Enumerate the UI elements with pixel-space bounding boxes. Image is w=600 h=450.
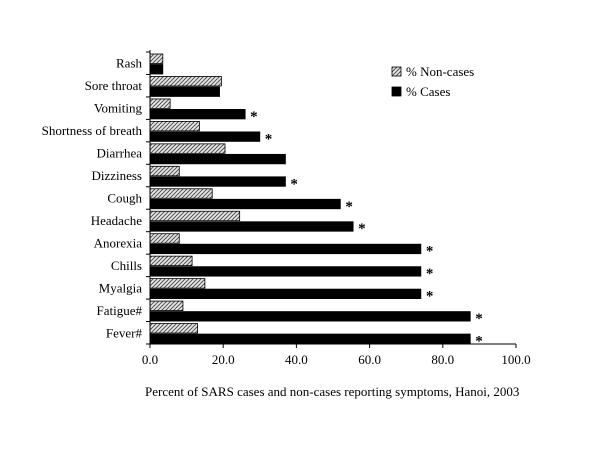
category-label-vomiting: Vomiting — [94, 101, 143, 116]
category-label-dizziness: Dizziness — [91, 168, 142, 183]
x-tick-label: 0.0 — [142, 352, 158, 367]
bar-noncases-fatigue — [149, 300, 184, 311]
bar-noncases-headache — [149, 210, 241, 222]
significance-marker-fatigue: * — [475, 311, 483, 327]
legend-label-cases: % Cases — [406, 84, 450, 99]
bar-cases-headache — [149, 221, 354, 232]
bar-noncases-diarrhea — [149, 143, 226, 154]
legend-swatch-noncases — [391, 66, 402, 77]
category-label-fatigue: Fatigue# — [97, 303, 143, 318]
significance-marker-myalgia: * — [426, 289, 434, 305]
category-label-diarrhea: Diarrhea — [97, 146, 143, 161]
significance-marker-vomiting: * — [250, 109, 258, 125]
bar-noncases-myalgia — [149, 278, 206, 289]
category-label-headache: Headache — [91, 213, 142, 228]
bar-noncases-dizziness — [149, 165, 180, 177]
bar-noncases-vomiting — [149, 98, 171, 109]
category-label-shortness-of-breath: Shortness of breath — [42, 123, 143, 138]
x-tick-label: 40.0 — [285, 352, 308, 367]
bar-noncases-chills — [149, 255, 193, 267]
x-tick-label: 80.0 — [431, 352, 454, 367]
bar-cases-dizziness — [149, 176, 286, 187]
significance-marker-chills: * — [426, 266, 434, 282]
bar-noncases-cough — [149, 188, 213, 199]
bar-cases-shortness-of-breath — [149, 131, 261, 142]
category-label-rash: Rash — [116, 56, 143, 71]
x-tick-label: 20.0 — [212, 352, 235, 367]
x-tick-label: 100.0 — [501, 352, 530, 367]
significance-marker-dizziness: * — [290, 176, 298, 192]
bar-cases-myalgia — [149, 288, 422, 300]
plot-area: Rash Sore throat Vomiting * Shortness of bre… — [42, 50, 531, 367]
bar-noncases-shortness-of-breath — [149, 120, 200, 132]
x-tick-label: 60.0 — [358, 352, 381, 367]
significance-marker-shortness-of-breath: * — [265, 131, 273, 147]
significance-marker-cough: * — [345, 199, 353, 215]
significance-marker-fever: * — [475, 334, 483, 350]
x-axis-label: Percent of SARS cases and non-cases repo… — [145, 384, 520, 399]
category-label-cough: Cough — [107, 191, 142, 206]
bar-cases-rash — [149, 64, 164, 75]
category-label-sore-throat: Sore throat — [85, 78, 143, 93]
bar-cases-fever — [149, 333, 471, 344]
category-label-anorexia: Anorexia — [94, 235, 143, 250]
legend: % Non-cases % Cases — [391, 64, 474, 99]
legend-swatch-cases — [391, 86, 402, 97]
bar-cases-fatigue — [149, 311, 471, 322]
bar-cases-anorexia — [149, 243, 422, 255]
bar-noncases-rash — [149, 53, 164, 64]
bar-cases-chills — [149, 266, 422, 277]
bar-cases-sore-throat — [149, 86, 220, 97]
category-label-fever: Fever# — [106, 325, 143, 340]
bar-cases-cough — [149, 198, 341, 210]
bar-cases-diarrhea — [149, 153, 286, 165]
bar-noncases-sore-throat — [149, 76, 222, 87]
category-label-chills: Chills — [111, 258, 142, 273]
category-label-myalgia: Myalgia — [99, 280, 143, 295]
significance-marker-anorexia: * — [426, 244, 434, 260]
bar-cases-vomiting — [149, 109, 246, 120]
bar-noncases-anorexia — [149, 233, 180, 244]
bar-noncases-fever — [149, 323, 198, 334]
significance-marker-headache: * — [358, 221, 366, 237]
legend-label-noncases: % Non-cases — [406, 64, 474, 79]
